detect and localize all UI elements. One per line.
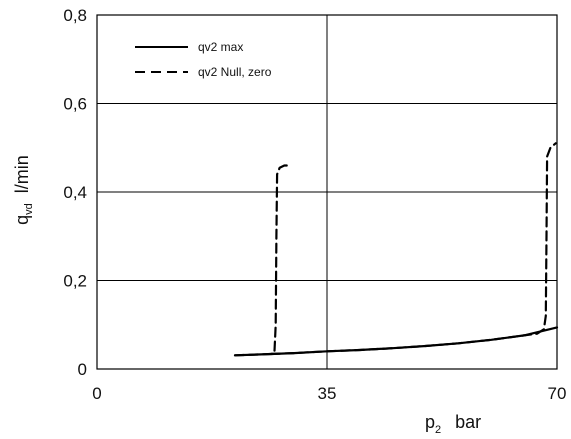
series-line-1-segment-1 (270, 142, 557, 356)
y-tick-label: 0,2 (63, 272, 87, 291)
y-axis-label-unit: l/min (12, 155, 32, 193)
legend: qv2 max qv2 Null, zero (135, 40, 272, 79)
tick-labels: 0 0,2 0,4 0,6 0,8 0 35 70 (63, 6, 566, 403)
x-tick-label: 0 (92, 384, 101, 403)
y-tick-label: 0,8 (63, 6, 87, 25)
legend-label-1: qv2 max (198, 40, 243, 54)
series-lines (233, 142, 559, 357)
series-line-0 (233, 326, 559, 357)
x-axis-label-main: p (425, 412, 435, 432)
y-axis-label: qvd l/min (12, 155, 35, 225)
y-axis-label-main: q (12, 215, 32, 225)
grid-lines (97, 15, 557, 369)
plot-frame (96, 14, 558, 370)
x-tick-label: 35 (318, 384, 337, 403)
svg-text:qvdl/min: qvd l/min (12, 155, 35, 225)
legend-label-2: qv2 Null, zero (198, 65, 272, 79)
x-axis-label-sub: 2 (435, 424, 441, 436)
y-tick-label: 0,6 (63, 95, 87, 114)
x-axis-label-unit: bar (455, 412, 481, 432)
y-tick-label: 0 (78, 360, 87, 379)
y-axis-label-sub: vd (23, 203, 35, 215)
y-tick-label: 0,4 (63, 183, 87, 202)
x-axis-label: p2 bar (425, 412, 481, 436)
series-line-1-segment-0 (233, 164, 291, 357)
x-tick-label: 70 (548, 384, 567, 403)
